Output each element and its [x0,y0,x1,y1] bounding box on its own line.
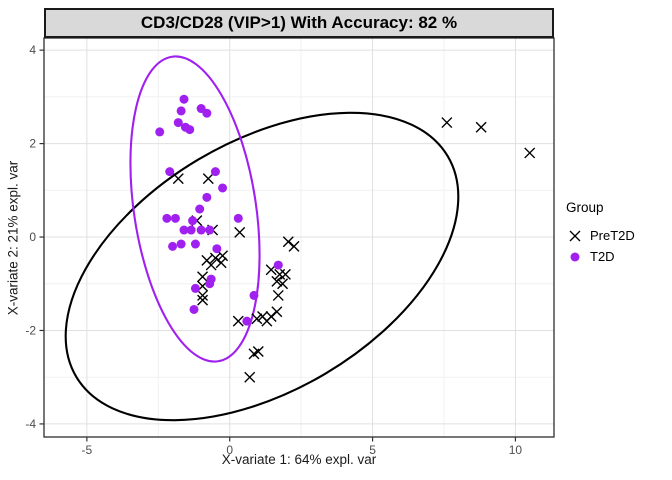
y-tick-label: -4 [25,417,36,431]
data-point-t2d [170,213,180,223]
data-point-pret2d [172,173,184,185]
x-axis-title: X-variate 1: 64% expl. var [221,452,377,467]
data-point-pret2d [475,121,487,133]
data-point-t2d [242,316,252,326]
data-point-pret2d [197,294,209,306]
data-point-t2d [249,290,259,300]
data-point-pret2d [271,275,283,287]
data-point-t2d [162,213,172,223]
legend-item-t2d: T2D [566,246,635,267]
plot-title-strip: CD3/CD28 (VIP>1) With Accuracy: 82 % [44,8,554,38]
data-point-t2d [190,239,200,249]
data-point-pret2d [277,278,289,290]
data-point-t2d [205,279,215,289]
data-point-t2d [195,204,205,214]
data-point-pret2d [234,226,246,238]
confidence-ellipse-t2d [129,55,261,363]
y-tick-label: 4 [29,43,36,57]
data-point-pret2d [265,310,277,322]
data-point-t2d [205,225,215,235]
y-tick-label: -2 [25,323,36,337]
confidence-ellipse-pret2d [64,111,460,422]
data-point-pret2d [271,306,283,318]
data-point-t2d [189,304,199,314]
data-point-pret2d [272,289,284,301]
data-point-pret2d [209,252,221,264]
data-point-t2d [188,216,198,226]
y-tick-label: 0 [29,230,36,244]
y-axis-title: X-variate 2: 21% expl. var [5,160,20,315]
data-point-pret2d [232,315,244,327]
data-point-t2d [176,239,186,249]
data-point-t2d [165,167,175,177]
data-point-pret2d [524,147,536,159]
data-point-t2d [202,192,212,202]
cross-marker-icon [566,227,584,245]
data-point-pret2d [202,173,214,185]
legend: Group PreT2D T2D [566,200,635,267]
data-point-pret2d [282,236,294,248]
y-tick-label: 2 [29,137,36,151]
data-point-t2d [210,167,220,177]
data-point-t2d [196,225,206,235]
legend-item-label: PreT2D [590,228,635,243]
data-point-t2d [179,225,189,235]
x-tick-label: -5 [82,443,93,457]
x-tick-label: 0 [226,443,233,457]
data-point-pret2d [215,257,227,269]
data-point-t2d [190,283,200,293]
data-point-pret2d [197,271,209,283]
plot-title: CD3/CD28 (VIP>1) With Accuracy: 82 % [140,13,458,32]
data-point-pret2d [251,313,263,325]
data-point-t2d [179,94,189,104]
data-point-pret2d [244,371,256,383]
data-point-pret2d [197,289,209,301]
data-point-t2d [185,125,195,135]
data-point-pret2d [252,346,264,357]
dot-marker-icon [566,248,584,266]
data-point-pret2d [205,259,217,271]
data-point-t2d [186,225,196,235]
legend-title: Group [566,200,604,215]
data-point-t2d [155,127,165,137]
data-point-pret2d [279,268,291,280]
data-point-t2d [233,213,243,223]
x-tick-label: 10 [509,443,523,457]
x-tick-label: 5 [369,443,376,457]
data-point-t2d [273,260,283,270]
data-point-t2d [168,241,178,251]
data-point-t2d [176,106,186,116]
data-point-t2d [202,108,212,118]
legend-item-pret2d: PreT2D [566,225,635,246]
data-point-pret2d [441,117,453,129]
legend-item-label: T2D [590,249,615,264]
data-point-t2d [212,244,222,254]
data-point-t2d [173,118,183,128]
data-point-t2d [218,183,228,193]
data-point-pret2d [288,240,300,252]
